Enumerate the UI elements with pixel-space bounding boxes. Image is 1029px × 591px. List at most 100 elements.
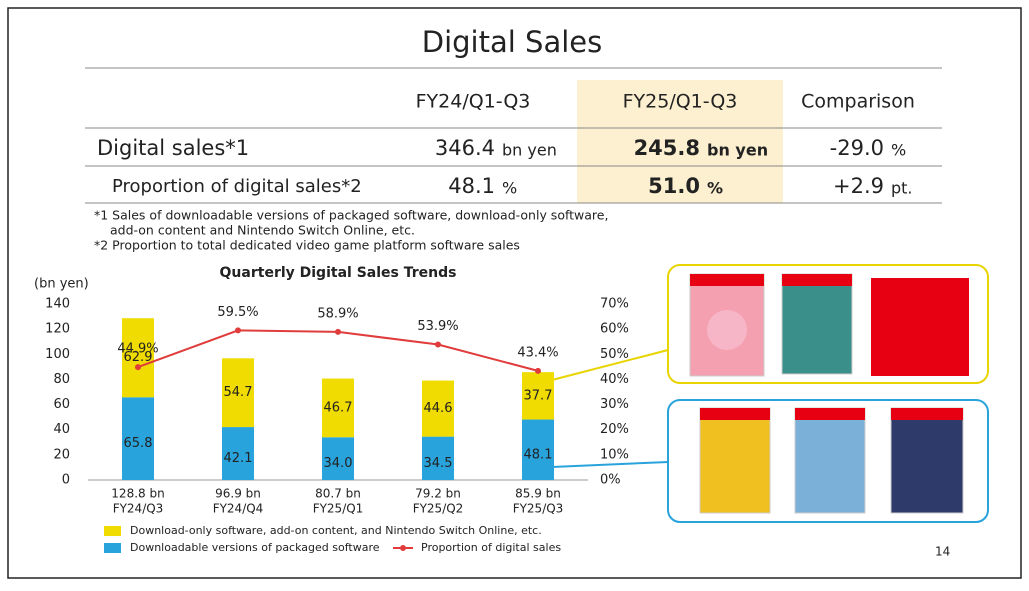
cell-unit: bn yen (707, 141, 768, 160)
game-box-band (782, 274, 852, 286)
row-label: Proportion of digital sales*2 (112, 176, 362, 197)
line-label: 59.5% (217, 305, 258, 320)
y2-tick-label: 10% (600, 447, 629, 462)
legend-label: Download-only software, add-on content, … (130, 524, 542, 537)
cell-unit: % (891, 141, 906, 160)
y2-tick-label: 70% (600, 297, 629, 312)
cell-unit: pt. (891, 179, 913, 198)
game-box-band (795, 408, 865, 420)
x-tick-label: FY25/Q1 (313, 502, 364, 516)
bar-label: 46.7 (324, 400, 353, 415)
x-tick-label: FY25/Q3 (513, 502, 564, 516)
y2-tick-label: 30% (600, 397, 629, 412)
legend-swatch (104, 526, 121, 536)
bar-label: 44.6 (424, 401, 453, 416)
chart-title: Quarterly Digital Sales Trends (220, 265, 457, 281)
game-box (890, 407, 964, 514)
y2-tick-label: 60% (600, 322, 629, 337)
game-box-band (891, 408, 963, 420)
column-header: Comparison (801, 91, 915, 113)
bar-label: 48.1 (524, 447, 553, 462)
bar-label: 54.7 (224, 385, 253, 400)
online-card (871, 278, 969, 376)
cell-value: 48.1 (448, 174, 495, 198)
line-label: 53.9% (417, 319, 458, 334)
row-label: Digital sales*1 (97, 136, 249, 160)
footnote: add-on content and Nintendo Switch Onlin… (110, 223, 415, 238)
cell-unit: % (707, 179, 723, 198)
total-label: 96.9 bn (215, 487, 261, 501)
total-label: 85.9 bn (515, 487, 561, 501)
connector (551, 461, 669, 468)
cell-value: 245.8 (634, 136, 700, 160)
x-tick-label: FY24/Q3 (113, 502, 164, 516)
bar-segment (422, 436, 454, 480)
game-art (707, 310, 747, 350)
bar-label: 62.9 (124, 350, 153, 365)
y-axis-label: (bn yen) (34, 277, 89, 292)
bar-segment (322, 378, 354, 438)
y2-tick-label: 40% (600, 372, 629, 387)
legend-swatch (104, 543, 121, 553)
bar-segment (122, 318, 154, 398)
game-boxes (689, 273, 969, 514)
game-box (781, 273, 853, 375)
bar-label: 34.5 (424, 456, 453, 471)
x-tick-label: FY25/Q2 (413, 502, 464, 516)
line-label: 44.9% (117, 342, 158, 357)
line-point (435, 341, 441, 348)
line-label: 58.9% (317, 306, 358, 321)
legend-label: Proportion of digital sales (421, 541, 561, 554)
line-point (235, 327, 241, 334)
bar-segment (522, 419, 554, 480)
bar-segment (222, 358, 254, 428)
bar-segment (422, 380, 454, 437)
y2-tick-label: 0% (600, 473, 621, 488)
line-point (535, 367, 541, 374)
game-box-band (690, 274, 764, 286)
bar-label: 42.1 (224, 451, 253, 466)
cell-value: +2.9 (833, 174, 884, 198)
game-box (699, 407, 771, 514)
page-number: 14 (935, 545, 950, 559)
column-header: FY24/Q1-Q3 (416, 91, 531, 113)
bar-segment (522, 372, 554, 420)
column-header: FY25/Q1-Q3 (623, 91, 738, 113)
y-tick-label: 80 (53, 372, 70, 387)
bar-label: 37.7 (524, 388, 553, 403)
line-label: 43.4% (517, 345, 558, 360)
total-label: 128.8 bn (111, 487, 164, 501)
y2-tick-label: 50% (600, 347, 629, 362)
slide-title: Digital Sales (422, 25, 602, 59)
y-tick-label: 60 (53, 397, 70, 412)
connector (551, 349, 669, 381)
bar-segment (322, 437, 354, 480)
bar-segment (222, 427, 254, 480)
game-box (794, 407, 866, 514)
footnote: *2 Proportion to total dedicated video g… (94, 238, 520, 253)
total-label: 80.7 bn (315, 487, 361, 501)
legend-label: Downloadable versions of packaged softwa… (130, 541, 380, 554)
y-tick-label: 0 (62, 473, 70, 488)
highlight-column (577, 80, 783, 203)
y-tick-label: 20 (53, 447, 70, 462)
legend-dot (400, 545, 406, 551)
bar-label: 34.0 (324, 456, 353, 471)
y-tick-label: 40 (53, 422, 70, 437)
cell-unit: % (502, 179, 517, 198)
cell-value: 51.0 (648, 174, 700, 198)
y-tick-label: 120 (45, 322, 70, 337)
x-tick-label: FY24/Q4 (213, 502, 264, 516)
total-label: 79.2 bn (415, 487, 461, 501)
y2-tick-label: 20% (600, 422, 629, 437)
line-point (135, 364, 141, 371)
y-tick-label: 100 (45, 347, 70, 362)
cell-unit: bn yen (502, 141, 557, 160)
bar-segment (122, 397, 154, 480)
cell-value: 346.4 (435, 136, 495, 160)
footnote: *1 Sales of downloadable versions of pac… (94, 208, 608, 223)
bar-label: 65.8 (124, 436, 153, 451)
game-box-band (700, 408, 770, 420)
cell-value: -29.0 (830, 136, 884, 160)
